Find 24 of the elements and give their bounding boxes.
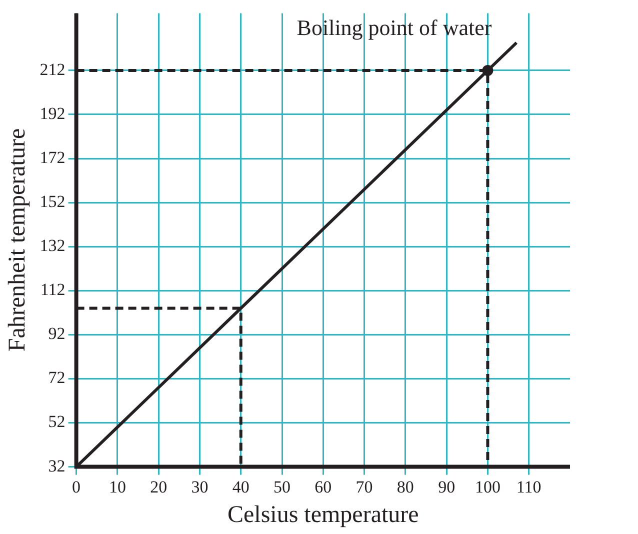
x-tick-label: 20 xyxy=(150,477,168,496)
x-tick-label: 100 xyxy=(474,477,500,496)
x-tick-label: 70 xyxy=(356,477,373,496)
x-tick-label: 40 xyxy=(232,477,250,496)
y-tick-label: 212 xyxy=(40,60,66,79)
y-tick-label: 132 xyxy=(40,236,66,256)
y-tick-label: 112 xyxy=(40,280,66,300)
x-axis-title: Celsius temperature xyxy=(228,502,419,528)
x-tick-label: 0 xyxy=(72,477,81,496)
y-tick-label: 92 xyxy=(48,324,66,344)
y-tick-label: 192 xyxy=(40,104,66,123)
x-tick-label: 10 xyxy=(108,477,126,496)
x-tick-label: 30 xyxy=(191,477,208,496)
x-tick-label: 50 xyxy=(274,477,291,496)
x-tick-label: 90 xyxy=(438,477,456,496)
x-tick-label: 60 xyxy=(314,477,332,496)
x-tick-label: 110 xyxy=(516,477,542,496)
y-tick-label: 172 xyxy=(40,148,66,167)
y-tick-label: 72 xyxy=(48,368,66,388)
y-tick-label: 152 xyxy=(40,192,66,212)
x-tick-label: 80 xyxy=(396,477,414,496)
y-tick-label: 52 xyxy=(48,412,66,432)
y-axis-title: Fahrenheit temperature xyxy=(4,128,31,352)
y-tick-label: 32 xyxy=(48,456,66,476)
